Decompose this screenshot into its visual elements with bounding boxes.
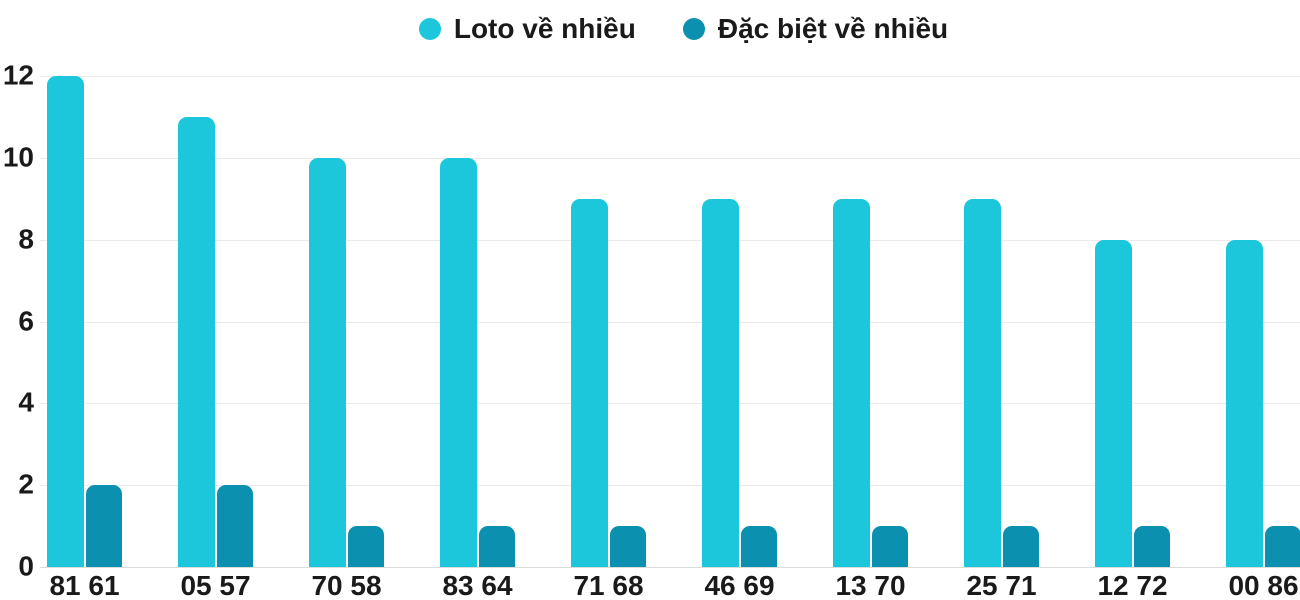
bar-dac-biet[interactable] bbox=[86, 485, 122, 567]
bar-dac-biet[interactable] bbox=[1265, 526, 1300, 567]
bar-loto[interactable] bbox=[833, 198, 870, 567]
x-tick-label: 71 68 bbox=[573, 570, 644, 600]
x-tick-label: 00 86 bbox=[1228, 570, 1299, 600]
x-tick-label: 70 58 bbox=[311, 570, 382, 600]
bar-loto[interactable] bbox=[964, 198, 1001, 567]
gridline bbox=[40, 403, 1300, 405]
bar-dac-biet[interactable] bbox=[217, 485, 253, 567]
bar-loto[interactable] bbox=[440, 157, 477, 567]
y-tick-label: 4 bbox=[18, 386, 34, 418]
gridline bbox=[40, 239, 1300, 241]
bar-dac-biet[interactable] bbox=[1003, 526, 1039, 567]
legend: Loto về nhiều Đặc biệt về nhiều bbox=[0, 13, 1300, 45]
bar-loto[interactable] bbox=[1226, 239, 1263, 567]
x-tick-label: 81 61 bbox=[49, 570, 120, 600]
x-tick-label: 13 70 bbox=[835, 570, 906, 600]
y-tick-label: 12 bbox=[2, 59, 34, 91]
bar-dac-biet[interactable] bbox=[479, 526, 515, 567]
y-tick-label: 8 bbox=[18, 223, 34, 255]
legend-item-dac-biet[interactable]: Đặc biệt về nhiều bbox=[682, 13, 949, 44]
x-tick-label: 46 69 bbox=[704, 570, 775, 600]
x-tick-label: 12 72 bbox=[1097, 570, 1168, 600]
gridline bbox=[40, 485, 1300, 487]
legend-item-loto[interactable]: Loto về nhiều bbox=[418, 13, 636, 44]
bar-loto[interactable] bbox=[702, 198, 739, 567]
bar-dac-biet[interactable] bbox=[348, 526, 384, 567]
legend-swatch-loto-icon bbox=[418, 18, 441, 40]
bar-dac-biet[interactable] bbox=[610, 526, 646, 567]
bar-loto[interactable] bbox=[47, 76, 84, 567]
x-tick-label: 83 64 bbox=[442, 570, 513, 600]
y-tick-label: 10 bbox=[2, 141, 34, 173]
legend-swatch-dac-biet-icon bbox=[682, 18, 705, 40]
bar-loto[interactable] bbox=[309, 157, 346, 567]
y-tick-label: 2 bbox=[18, 468, 34, 500]
bar-loto[interactable] bbox=[571, 198, 608, 567]
y-tick-label: 0 bbox=[18, 550, 34, 582]
legend-label-dac-biet: Đặc biệt về nhiều bbox=[717, 13, 949, 44]
bar-dac-biet[interactable] bbox=[741, 526, 777, 567]
gridline bbox=[40, 321, 1300, 323]
y-tick-label: 6 bbox=[18, 304, 34, 336]
bar-dac-biet[interactable] bbox=[872, 526, 908, 567]
bar-dac-biet[interactable] bbox=[1134, 526, 1170, 567]
gridline bbox=[40, 76, 1300, 77]
x-tick-label: 05 57 bbox=[180, 570, 251, 600]
x-tick-label: 25 71 bbox=[966, 570, 1037, 600]
bar-loto[interactable] bbox=[1095, 239, 1132, 567]
gridline bbox=[40, 157, 1300, 159]
x-axis-line bbox=[40, 567, 1300, 568]
bar-loto[interactable] bbox=[178, 116, 215, 567]
legend-label-loto: Loto về nhiều bbox=[453, 13, 636, 44]
